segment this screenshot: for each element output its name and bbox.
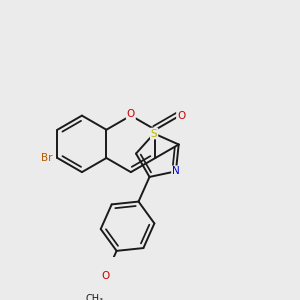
Text: O: O [127, 109, 135, 119]
Text: Br: Br [41, 153, 53, 163]
Text: O: O [177, 111, 185, 121]
Text: CH₃: CH₃ [86, 294, 104, 300]
Text: S: S [151, 128, 158, 139]
Text: N: N [172, 166, 180, 176]
Text: O: O [101, 271, 110, 281]
